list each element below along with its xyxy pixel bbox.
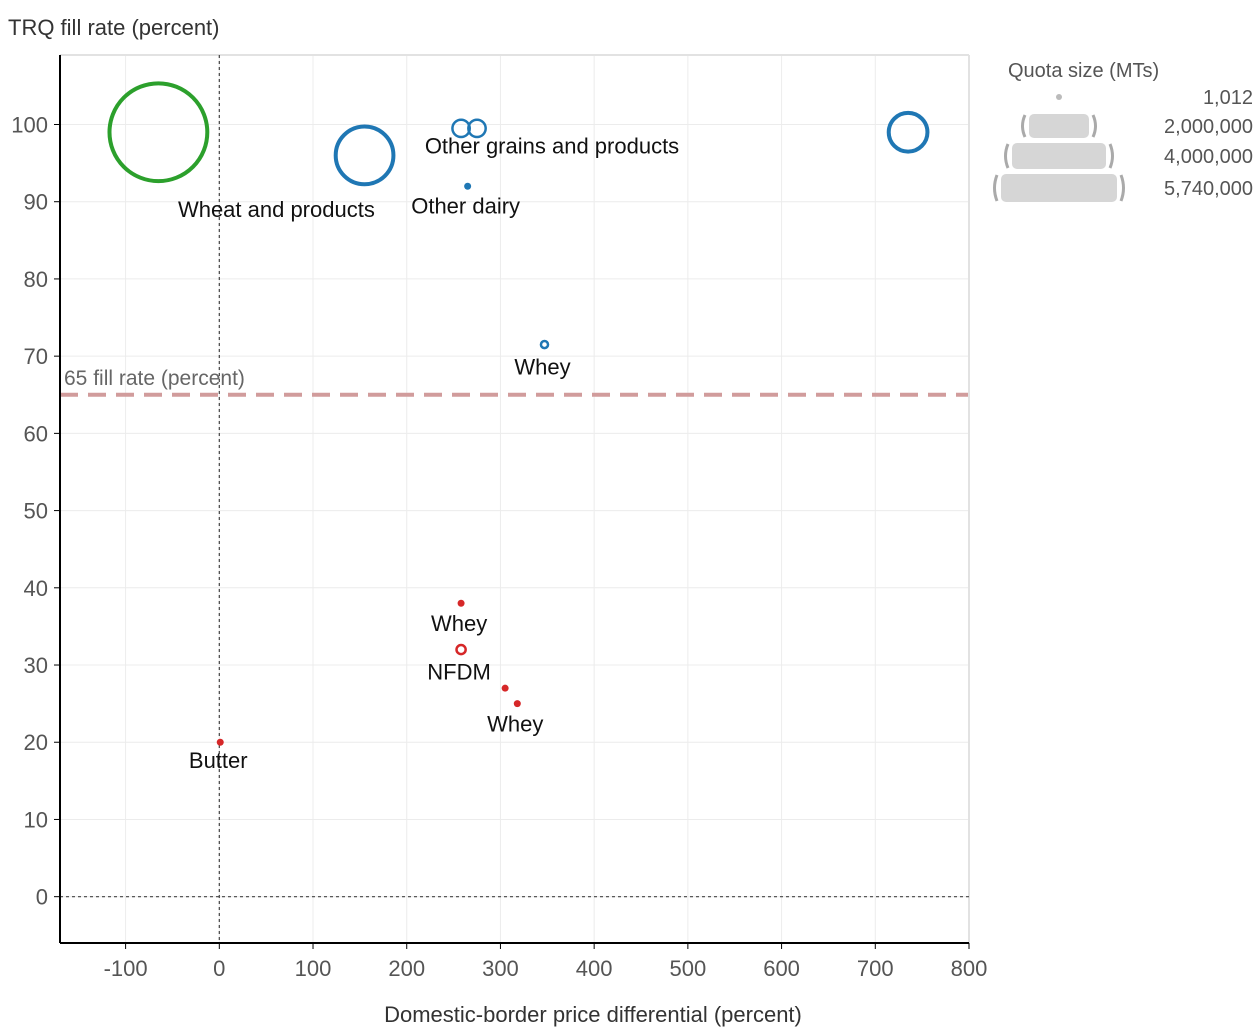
data-point bbox=[333, 124, 396, 187]
point-label: Other grains and products bbox=[425, 133, 679, 158]
data-point bbox=[457, 599, 465, 607]
legend-swatch bbox=[1029, 114, 1089, 138]
x-axis-title: Domestic-border price differential (perc… bbox=[384, 1002, 802, 1027]
legend-swatch bbox=[1012, 143, 1106, 169]
legend-swatch-edge bbox=[1004, 143, 1010, 169]
data-point bbox=[451, 118, 471, 139]
legend-swatch-edge bbox=[993, 174, 999, 202]
size-legend: Quota size (MTs) 1,012 2,000,000 4,000,000 5… bbox=[993, 60, 1253, 202]
y-tick-label: 0 bbox=[36, 885, 48, 910]
data-point bbox=[216, 738, 224, 746]
data-points bbox=[107, 81, 930, 746]
data-point bbox=[455, 643, 467, 656]
reference-line-label: 65 fill rate (percent) bbox=[64, 367, 245, 390]
y-tick-label: 90 bbox=[24, 190, 48, 215]
legend-entry-label: 1,012 bbox=[1203, 87, 1253, 109]
data-point bbox=[107, 81, 210, 184]
y-tick-label: 40 bbox=[24, 576, 48, 601]
y-tick-label: 10 bbox=[24, 807, 48, 832]
y-tick-label: 30 bbox=[24, 653, 48, 678]
legend-title: Quota size (MTs) bbox=[1008, 60, 1159, 82]
x-tick-label: 500 bbox=[670, 956, 707, 981]
legend-entry-label: 4,000,000 bbox=[1164, 146, 1253, 168]
point-label: Other dairy bbox=[411, 193, 520, 218]
y-tick-label: 50 bbox=[24, 499, 48, 524]
x-tick-label: 200 bbox=[388, 956, 425, 981]
legend-swatch bbox=[1001, 174, 1117, 202]
x-tick-label: 400 bbox=[576, 956, 613, 981]
point-label: Whey bbox=[487, 712, 543, 737]
y-tick-label: 100 bbox=[11, 112, 48, 137]
data-point bbox=[501, 684, 509, 692]
legend-entry-label: 5,740,000 bbox=[1164, 178, 1253, 200]
x-tick-label: 800 bbox=[951, 956, 988, 981]
data-point bbox=[886, 110, 930, 154]
y-axis-title: TRQ fill rate (percent) bbox=[8, 15, 220, 40]
x-tick-label: -100 bbox=[104, 956, 148, 981]
reference-line-group: 65 fill rate (percent) bbox=[60, 367, 969, 397]
y-tick-label: 20 bbox=[24, 730, 48, 755]
axes: -100 0 100 200 300 400 500 600 700 800 0 10 20 30 40 50… bbox=[11, 54, 988, 981]
point-labels: Wheat and products Other grains and produ… bbox=[178, 133, 679, 773]
data-point bbox=[467, 118, 487, 139]
legend-swatch bbox=[1056, 94, 1062, 100]
legend-entry-label: 2,000,000 bbox=[1164, 116, 1253, 138]
point-label: NFDM bbox=[427, 660, 491, 685]
y-tick-label: 60 bbox=[24, 421, 48, 446]
legend-swatch-edge bbox=[1021, 114, 1027, 138]
x-tick-label: 300 bbox=[482, 956, 519, 981]
grid bbox=[60, 55, 970, 943]
y-tick-label: 70 bbox=[24, 344, 48, 369]
data-point bbox=[464, 182, 472, 190]
y-tick-label: 80 bbox=[24, 267, 48, 292]
point-label: Wheat and products bbox=[178, 197, 375, 222]
x-tick-label: 700 bbox=[857, 956, 894, 981]
data-point bbox=[539, 339, 550, 350]
legend-swatch-edge bbox=[1091, 114, 1097, 138]
legend-swatch-edge bbox=[1119, 174, 1125, 202]
x-tick-label: 600 bbox=[763, 956, 800, 981]
legend-swatch-edge bbox=[1108, 143, 1114, 169]
point-label: Whey bbox=[431, 611, 487, 636]
data-point bbox=[513, 700, 521, 708]
point-label: Butter bbox=[189, 748, 248, 773]
x-tick-label: 0 bbox=[213, 956, 225, 981]
point-label: Whey bbox=[514, 355, 570, 380]
x-tick-label: 100 bbox=[295, 956, 332, 981]
